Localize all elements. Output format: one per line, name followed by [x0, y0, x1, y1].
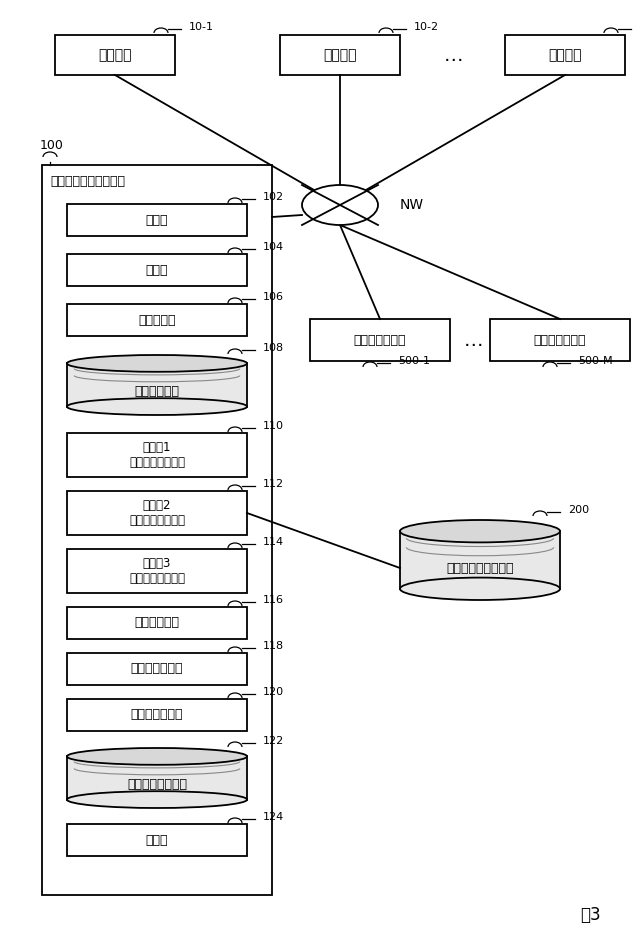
Text: 500-1: 500-1	[398, 356, 430, 366]
Text: 端末装置: 端末装置	[323, 48, 356, 62]
Ellipse shape	[67, 791, 247, 808]
Bar	[67, 363, 247, 407]
Text: レベル3
リクエスト処理部: レベル3 リクエスト処理部	[129, 557, 185, 585]
Bar	[67, 433, 247, 477]
Text: 監査部: 監査部	[146, 834, 168, 847]
Bar	[67, 653, 247, 685]
Text: 116: 116	[263, 595, 284, 605]
Bar	[67, 699, 247, 731]
Bar	[280, 35, 400, 75]
Bar	[505, 35, 625, 75]
Text: 10-1: 10-1	[189, 22, 214, 32]
Text: 112: 112	[263, 479, 284, 489]
Text: サービスサーバ: サービスサーバ	[534, 333, 586, 346]
Text: …: …	[444, 45, 463, 65]
Text: 端末装置: 端末装置	[548, 48, 582, 62]
Text: 階層定義情報: 階層定義情報	[134, 385, 179, 398]
Text: レベル2
リクエスト処理部: レベル2 リクエスト処理部	[129, 499, 185, 527]
Text: 通信部: 通信部	[146, 214, 168, 227]
Ellipse shape	[400, 578, 560, 600]
Text: アクセス権限情報: アクセス権限情報	[127, 778, 187, 791]
Text: 122: 122	[263, 736, 284, 746]
Text: 100: 100	[40, 138, 64, 152]
Bar	[67, 549, 247, 593]
Ellipse shape	[400, 520, 560, 542]
Bar	[310, 319, 450, 361]
Text: NW: NW	[400, 198, 424, 212]
Text: 利用状況解析部: 利用状況解析部	[131, 662, 183, 676]
Text: 解釈部: 解釈部	[146, 263, 168, 277]
Ellipse shape	[67, 355, 247, 372]
Text: サービスサーバ: サービスサーバ	[354, 333, 406, 346]
Text: 102: 102	[263, 192, 284, 202]
Text: 図3: 図3	[580, 906, 600, 924]
Bar	[67, 304, 247, 336]
Ellipse shape	[67, 748, 247, 765]
Text: 104: 104	[263, 242, 284, 252]
Bar	[67, 757, 247, 800]
Text: アクセス管理部: アクセス管理部	[131, 709, 183, 722]
Bar	[42, 165, 272, 895]
Text: 200: 200	[568, 505, 589, 515]
Bar	[400, 532, 560, 589]
Text: ユーザデータベース: ユーザデータベース	[446, 562, 514, 575]
Bar	[490, 319, 630, 361]
Text: 110: 110	[263, 421, 284, 431]
Text: 500-M: 500-M	[578, 356, 612, 366]
Text: 118: 118	[263, 641, 284, 651]
Bar	[67, 824, 247, 856]
Bar	[55, 35, 175, 75]
Text: 10-N: 10-N	[639, 22, 640, 32]
Text: 階層定義部: 階層定義部	[138, 313, 176, 327]
Text: 端末装置: 端末装置	[99, 48, 132, 62]
Text: レベル1
リクエスト処理部: レベル1 リクエスト処理部	[129, 441, 185, 469]
Text: 階層間処理部: 階層間処理部	[134, 616, 179, 630]
Text: 10-2: 10-2	[414, 22, 439, 32]
Text: 124: 124	[263, 812, 284, 822]
Text: データベース管理装置: データベース管理装置	[50, 174, 125, 187]
Text: 108: 108	[263, 343, 284, 353]
Text: 106: 106	[263, 292, 284, 302]
Text: 120: 120	[263, 687, 284, 697]
Bar	[67, 204, 247, 236]
Bar	[67, 254, 247, 286]
Text: 114: 114	[263, 537, 284, 547]
Bar	[67, 607, 247, 639]
Ellipse shape	[302, 185, 378, 225]
Text: …: …	[464, 330, 484, 349]
Ellipse shape	[67, 398, 247, 415]
Bar	[67, 491, 247, 535]
